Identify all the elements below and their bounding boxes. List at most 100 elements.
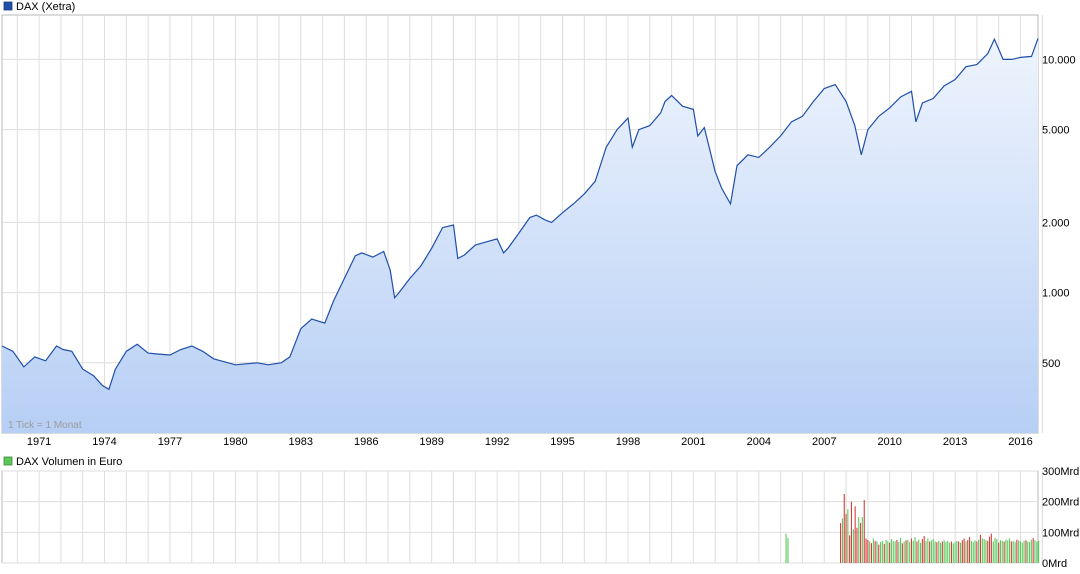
volume-bar bbox=[950, 541, 952, 563]
volume-bar bbox=[900, 537, 902, 563]
volume-bar bbox=[856, 527, 858, 563]
volume-bar bbox=[841, 518, 843, 563]
volume-bar bbox=[943, 540, 945, 563]
price-area-fill bbox=[2, 38, 1038, 434]
volume-bar bbox=[885, 540, 887, 563]
volume-bar bbox=[889, 542, 891, 563]
volume-bar bbox=[1001, 540, 1003, 563]
x-tick-label: 1983 bbox=[289, 436, 313, 448]
volume-bar bbox=[847, 509, 849, 563]
volume-bar bbox=[903, 541, 905, 563]
volume-bar bbox=[1029, 542, 1031, 563]
volume-bar bbox=[1025, 540, 1027, 563]
volume-bar bbox=[883, 544, 885, 563]
volume-bar bbox=[907, 539, 909, 563]
volume-bar bbox=[985, 540, 987, 563]
volume-bar bbox=[860, 523, 862, 563]
volume-bar bbox=[930, 540, 932, 563]
volume-bar bbox=[909, 542, 911, 563]
legend-swatch-dax bbox=[3, 1, 13, 11]
volume-bar bbox=[867, 540, 869, 563]
volume-bar bbox=[921, 539, 923, 563]
x-tick-label: 2007 bbox=[812, 436, 836, 448]
volume-bar bbox=[861, 517, 863, 563]
x-tick-label: 1998 bbox=[616, 436, 640, 448]
volume-bar bbox=[910, 538, 912, 563]
volume-bar bbox=[960, 542, 962, 563]
volume-bar bbox=[1021, 542, 1023, 563]
volume-bar bbox=[987, 540, 989, 563]
volume-y-tick-label: 200Mrd bbox=[1042, 497, 1079, 509]
volume-bar bbox=[914, 537, 916, 563]
volume-bar bbox=[1034, 540, 1036, 563]
volume-bar bbox=[967, 540, 969, 563]
legend-swatch-volume bbox=[3, 456, 13, 466]
volume-bar bbox=[940, 542, 942, 563]
volume-bar bbox=[1007, 540, 1009, 563]
volume-bar bbox=[840, 523, 842, 563]
volume-bar bbox=[983, 539, 985, 563]
volume-bar bbox=[787, 537, 789, 563]
volume-bar bbox=[920, 542, 922, 563]
volume-bar bbox=[936, 542, 938, 563]
volume-bar bbox=[958, 541, 960, 563]
legend-label-dax: DAX (Xetra) bbox=[16, 1, 75, 13]
y-tick-label: 500 bbox=[1042, 358, 1060, 370]
volume-bar bbox=[952, 543, 954, 563]
volume-bar bbox=[854, 506, 856, 563]
volume-bar bbox=[858, 517, 860, 563]
volume-y-tick-label: 100Mrd bbox=[1042, 527, 1079, 539]
volume-bar bbox=[976, 541, 978, 563]
volume-bar bbox=[979, 534, 981, 563]
volume-bar bbox=[938, 540, 940, 563]
legend-label-volume: DAX Volumen in Euro bbox=[16, 456, 122, 468]
volume-bar bbox=[963, 538, 965, 563]
volume-bar bbox=[1036, 541, 1038, 563]
volume-bar bbox=[874, 540, 876, 563]
volume-y-tick-label: 0Mrd bbox=[1042, 558, 1067, 570]
volume-bar bbox=[901, 543, 903, 563]
volume-bar bbox=[912, 540, 914, 563]
volume-bars bbox=[785, 494, 1040, 563]
volume-bar bbox=[990, 533, 992, 563]
price-line bbox=[1, 37, 1039, 391]
volume-bar bbox=[843, 494, 845, 563]
volume-bar bbox=[1038, 540, 1040, 563]
volume-bar bbox=[1003, 541, 1005, 563]
x-tick-label: 2010 bbox=[877, 436, 901, 448]
volume-bar bbox=[880, 542, 882, 563]
volume-bar bbox=[949, 542, 951, 563]
volume-bar bbox=[925, 540, 927, 563]
volume-bar bbox=[896, 540, 898, 563]
volume-bar bbox=[887, 541, 889, 563]
volume-bar bbox=[1027, 541, 1029, 563]
volume-bar bbox=[941, 541, 943, 563]
volume-bar bbox=[870, 543, 872, 563]
volume-bar bbox=[1030, 539, 1032, 563]
volume-bar bbox=[945, 542, 947, 563]
volume-bar bbox=[852, 529, 854, 563]
volume-bar bbox=[996, 539, 998, 563]
volume-bar bbox=[1010, 541, 1012, 563]
x-tick-label: 2001 bbox=[681, 436, 705, 448]
volume-bar bbox=[970, 540, 972, 563]
volume-bar bbox=[972, 542, 974, 563]
volume-bar bbox=[954, 542, 956, 563]
volume-bar bbox=[989, 536, 991, 563]
volume-bar bbox=[845, 513, 847, 563]
volume-bar bbox=[992, 541, 994, 563]
x-tick-label: 1989 bbox=[419, 436, 443, 448]
volume-bar bbox=[1014, 542, 1016, 563]
volume-plot-area bbox=[1, 470, 1039, 564]
volume-bar bbox=[961, 540, 963, 563]
price-panel: DAX (Xetra) 500 1.000 2.000 5.000 10.000 197… bbox=[1, 1, 1076, 448]
volume-bar bbox=[849, 535, 851, 563]
x-tick-label: 1992 bbox=[485, 436, 509, 448]
volume-bar bbox=[1005, 539, 1007, 563]
volume-bar bbox=[918, 539, 920, 563]
x-tick-label: 1986 bbox=[354, 436, 378, 448]
x-tick-label: 1974 bbox=[92, 436, 116, 448]
volume-bar bbox=[785, 533, 787, 563]
volume-bar bbox=[878, 544, 880, 563]
